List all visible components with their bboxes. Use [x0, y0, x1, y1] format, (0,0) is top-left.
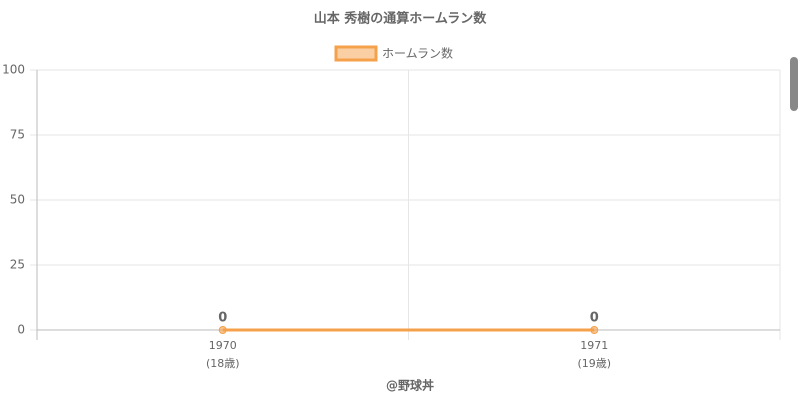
y-tick-label: 0 — [17, 323, 25, 337]
point — [590, 326, 599, 334]
scrollbar[interactable] — [790, 57, 798, 111]
chart-title: 山本 秀樹の通算ホームラン数 — [314, 11, 487, 27]
y-tick-label: 50 — [10, 193, 25, 207]
legend-swatch — [334, 45, 378, 62]
x-tick-sublabel: (19歳) — [577, 357, 611, 370]
y-tick-label: 100 — [2, 63, 25, 77]
x-tick-sublabel: (18歳) — [206, 357, 240, 370]
y-tick-label: 75 — [10, 128, 25, 142]
data-label: 0 — [218, 311, 227, 326]
y-tick-label: 25 — [10, 258, 25, 272]
x-tick-label: 1970 — [209, 339, 237, 352]
point — [218, 326, 227, 334]
data-label: 0 — [590, 311, 599, 326]
x-tick-label: 1971 — [580, 339, 608, 352]
legend-label: ホームラン数 — [382, 46, 453, 61]
footer: @野球丼 — [386, 378, 434, 393]
